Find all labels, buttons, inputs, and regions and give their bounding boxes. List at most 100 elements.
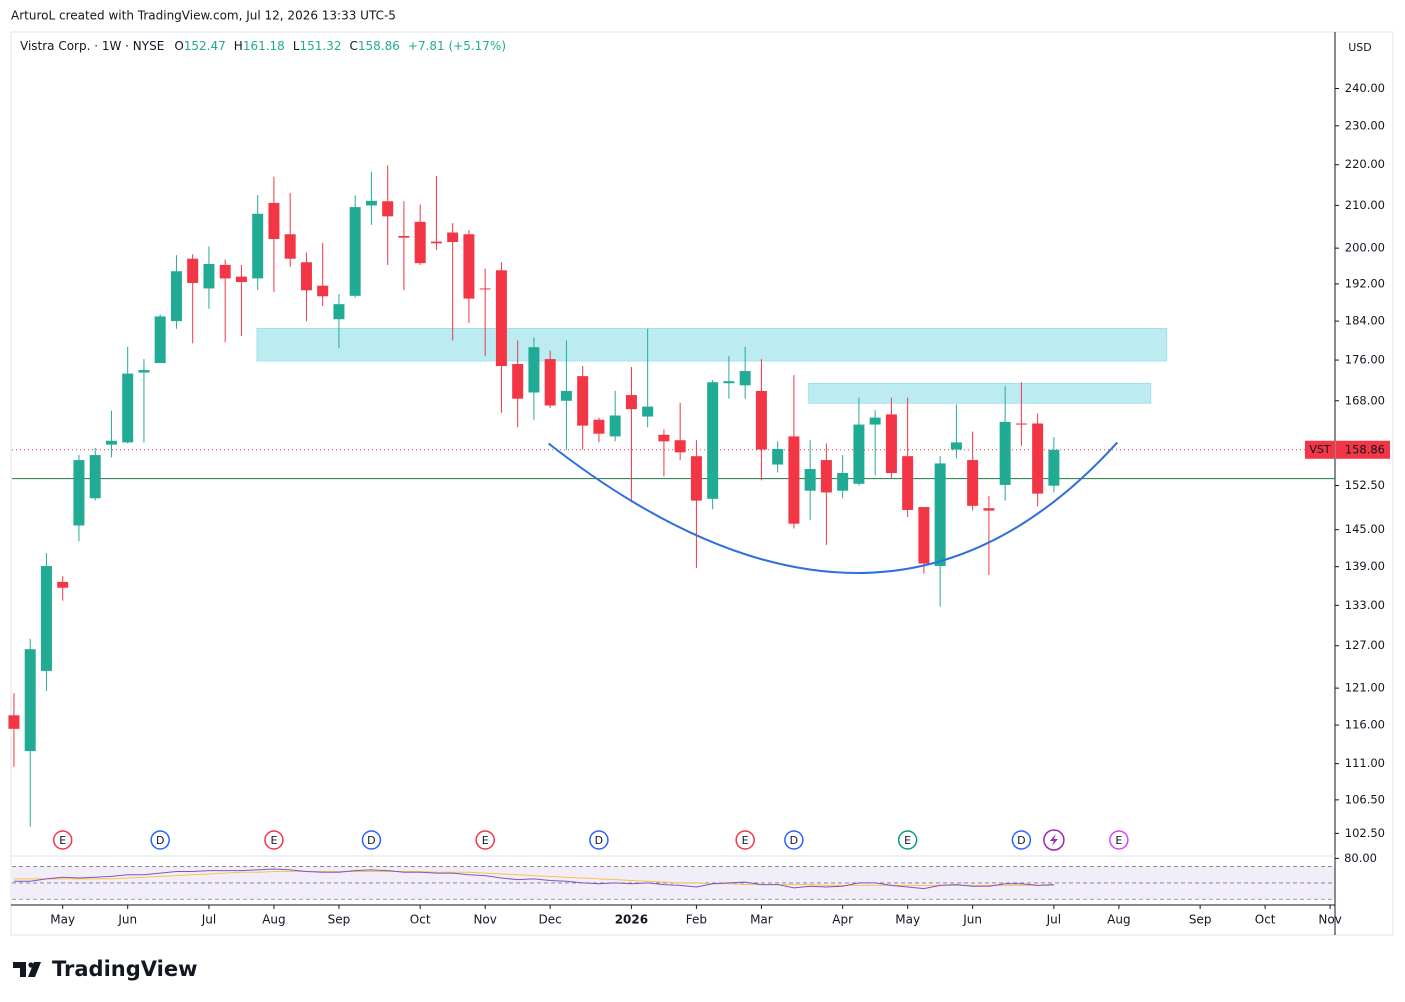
- candle-body: [170, 271, 182, 322]
- event-label: E: [59, 834, 66, 847]
- candle-body: [333, 304, 345, 320]
- x-tick-label: Dec: [539, 913, 562, 927]
- candle-body: [154, 316, 166, 364]
- candle-body: [609, 415, 621, 437]
- ohlc-label: O: [174, 39, 183, 53]
- candle-body: [674, 440, 686, 453]
- candle-body: [544, 359, 556, 406]
- candle-body: [105, 440, 117, 445]
- event-label: E: [1115, 834, 1122, 847]
- x-tick-label: Jun: [117, 913, 137, 927]
- credit: ArturoL created with TradingView.com, Ju…: [11, 9, 396, 23]
- candle-body: [658, 434, 670, 442]
- candle-body: [577, 376, 589, 426]
- candle-body: [57, 581, 69, 588]
- y-tick-label: 192.00: [1345, 276, 1385, 290]
- y-tick-label: 139.00: [1345, 559, 1385, 573]
- candle-body: [999, 421, 1011, 485]
- event-marker: [1109, 830, 1129, 850]
- rsi-ma-line: [13, 870, 1054, 886]
- candle-body: [512, 364, 524, 399]
- candle-body: [853, 424, 865, 484]
- event-label: E: [904, 834, 911, 847]
- candle-body: [723, 381, 735, 384]
- price-tag-value: 158.86: [1345, 442, 1385, 456]
- x-tick-label: Jul: [201, 913, 216, 927]
- x-tick-label: Sep: [1189, 913, 1212, 927]
- candle-body: [820, 460, 832, 493]
- ohlc-label: C: [350, 39, 358, 53]
- candle-body: [300, 262, 312, 291]
- x-tick-label: Mar: [750, 913, 773, 927]
- lightning-icon: [1049, 834, 1058, 846]
- event-marker: [897, 830, 918, 850]
- candle-body: [755, 390, 767, 450]
- y-tick-label: 230.00: [1345, 118, 1385, 132]
- y-tick-label: 184.00: [1345, 314, 1385, 328]
- candle-body: [138, 370, 150, 373]
- price-tag-name: VST: [1309, 443, 1331, 456]
- candle-body: [203, 264, 215, 289]
- candle-body: [593, 419, 605, 434]
- ohlc-value: 161.18: [243, 39, 285, 53]
- ohlc-value: 158.86: [358, 39, 400, 53]
- event-marker: [784, 830, 804, 850]
- y-tick-label: 111.00: [1345, 756, 1385, 770]
- candle-body: [837, 472, 849, 491]
- candle-body: [430, 241, 442, 244]
- candle-body: [690, 456, 702, 501]
- x-tick-label: May: [895, 913, 920, 927]
- candle-body: [902, 456, 914, 510]
- y-tick-label: 200.00: [1345, 241, 1385, 255]
- candle-body: [772, 448, 784, 465]
- candle-body: [89, 455, 101, 499]
- candle-body: [349, 207, 361, 296]
- rsi-line: [13, 868, 1054, 890]
- y-tick-label: 145.00: [1345, 522, 1385, 536]
- symbol-line: Vistra Corp. · 1W · NYSE: [20, 39, 164, 53]
- candle-body: [24, 649, 36, 752]
- x-tick-label: Aug: [1107, 913, 1130, 927]
- event-label: D: [790, 834, 798, 847]
- event-marker: [1011, 830, 1032, 850]
- price-tag-bg: [1336, 440, 1390, 459]
- candle-body: [187, 258, 199, 283]
- y-tick-label: 106.50: [1345, 792, 1385, 806]
- candle-body: [934, 463, 946, 567]
- ohlc-label: L: [293, 39, 300, 53]
- x-tick-label: Jul: [1046, 913, 1061, 927]
- candle-body: [382, 201, 394, 217]
- candle-body: [447, 232, 459, 243]
- event-marker: [361, 830, 382, 850]
- x-tick-label: Nov: [1318, 913, 1341, 927]
- ohlc-label: H: [234, 39, 243, 53]
- candle-body: [317, 285, 329, 297]
- x-tick-label: Apr: [832, 913, 853, 927]
- candle-body: [495, 270, 507, 367]
- x-tick-label: Oct: [1255, 913, 1276, 927]
- event-marker: [589, 830, 609, 850]
- candle-body: [950, 442, 962, 450]
- event-label: D: [1017, 834, 1025, 847]
- y-tick-label: 176.00: [1345, 353, 1385, 367]
- rsi-tick-label: 80.00: [1344, 851, 1377, 865]
- change: +7.81 (+5.17%): [408, 39, 506, 53]
- candle-body: [967, 460, 979, 506]
- ohlc-value: 152.47: [184, 39, 226, 53]
- x-tick-label: 2026: [615, 913, 648, 927]
- event-marker: [735, 830, 755, 850]
- x-tick-label: Nov: [473, 913, 496, 927]
- event-label: E: [270, 834, 277, 847]
- rounding-arc: [547, 441, 1119, 574]
- x-tick-label: Oct: [410, 913, 431, 927]
- chart-frame: [10, 31, 1394, 936]
- y-tick-label: 127.00: [1345, 638, 1385, 652]
- y-tick-label: 168.00: [1345, 393, 1385, 407]
- candle-body: [235, 276, 247, 283]
- x-tick-label: Aug: [262, 913, 285, 927]
- candle-body: [73, 460, 85, 526]
- y-tick-label: 240.00: [1345, 81, 1385, 95]
- zone: [256, 328, 1168, 362]
